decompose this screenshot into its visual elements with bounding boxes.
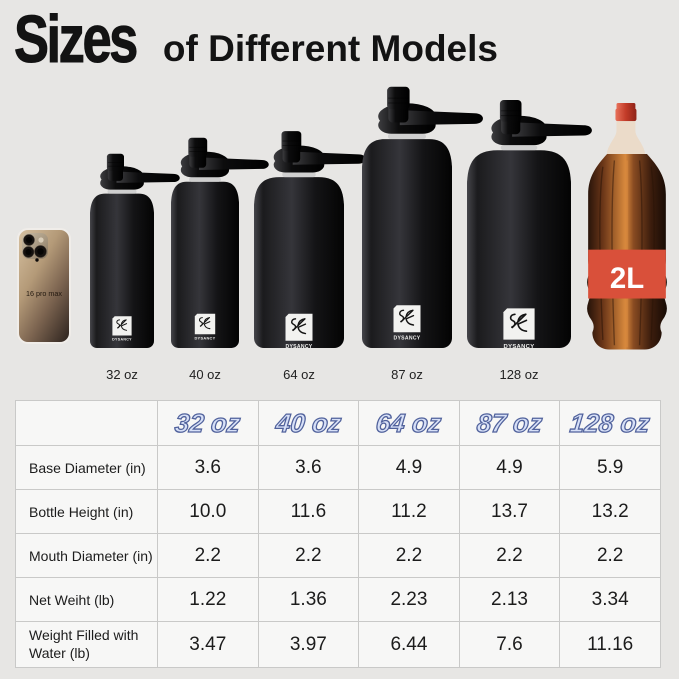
svg-text:DYSANCY: DYSANCY — [504, 344, 535, 350]
svg-text:32 oz: 32 oz — [106, 367, 138, 382]
svg-text:DYSANCY: DYSANCY — [393, 336, 420, 342]
svg-text:DYSANCY: DYSANCY — [194, 336, 215, 341]
svg-text:2L: 2L — [610, 262, 644, 295]
svg-text:64 oz: 64 oz — [283, 367, 315, 382]
svg-text:87 oz: 87 oz — [391, 367, 423, 382]
svg-text:40 oz: 40 oz — [189, 367, 221, 382]
svg-text:128 oz: 128 oz — [499, 367, 538, 382]
svg-text:DYSANCY: DYSANCY — [112, 338, 132, 342]
svg-text:DYSANCY: DYSANCY — [285, 344, 312, 350]
